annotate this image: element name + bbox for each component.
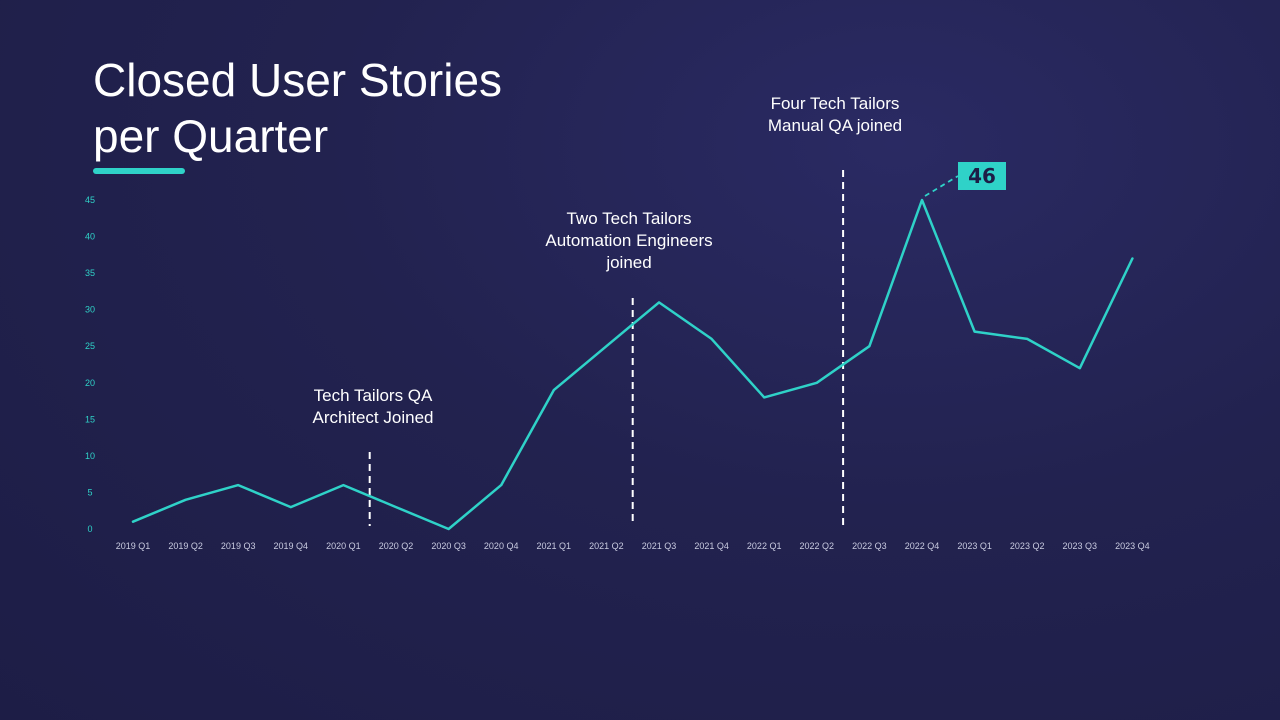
annotation-automation-engineers-line-1: Two Tech Tailors bbox=[566, 209, 692, 228]
annotation-manual-qa-line-1: Four Tech Tailors bbox=[770, 94, 900, 113]
x-tick-label: 2022 Q2 bbox=[800, 541, 835, 551]
y-tick-label: 40 bbox=[85, 232, 95, 242]
y-tick-label: 0 bbox=[87, 524, 92, 534]
x-tick-label: 2019 Q1 bbox=[116, 541, 151, 551]
x-tick-label: 2020 Q3 bbox=[431, 541, 466, 551]
annotation-automation-engineers-line-2: Automation Engineers bbox=[545, 231, 713, 250]
title-underline bbox=[93, 168, 185, 174]
y-tick-label: 25 bbox=[85, 341, 95, 351]
y-tick-label: 10 bbox=[85, 451, 95, 461]
y-tick-label: 15 bbox=[85, 414, 95, 424]
marker-layer bbox=[368, 170, 845, 526]
x-tick-label: 2023 Q2 bbox=[1010, 541, 1045, 551]
annotation-manual-qa: Four Tech Tailors Manual QA joined bbox=[768, 93, 902, 137]
x-tick-label: 2023 Q3 bbox=[1063, 541, 1098, 551]
series-layer bbox=[131, 198, 1134, 531]
x-tick-label: 2021 Q2 bbox=[589, 541, 624, 551]
annotation-manual-qa-line-2: Manual QA joined bbox=[767, 116, 903, 135]
x-tick-label: 2022 Q3 bbox=[852, 541, 887, 551]
title-line-1: Closed User Stories bbox=[93, 54, 503, 106]
x-tick-label: 2023 Q4 bbox=[1115, 541, 1150, 551]
x-tick-label: 2022 Q4 bbox=[905, 541, 940, 551]
annotation-automation-engineers: Two Tech Tailors Automation Engineers jo… bbox=[545, 208, 712, 274]
x-tick-label: 2021 Q3 bbox=[642, 541, 677, 551]
page-title: Closed User Stories per Quarter bbox=[93, 52, 613, 164]
annotation-qa-architect-line-1: Tech Tailors QA bbox=[313, 386, 433, 405]
x-tick-label: 2022 Q1 bbox=[747, 541, 782, 551]
y-tick-label: 5 bbox=[87, 487, 92, 497]
y-tick-label: 35 bbox=[85, 268, 95, 278]
x-axis: 2019 Q1 2019 Q2 2019 Q3 2019 Q4 2020 Q1 2020 … bbox=[116, 541, 1150, 551]
x-tick-label: 2019 Q3 bbox=[221, 541, 256, 551]
x-tick-label: 2021 Q4 bbox=[694, 541, 729, 551]
x-tick-label: 2020 Q2 bbox=[379, 541, 414, 551]
annotation-qa-architect-line-2: Architect Joined bbox=[312, 408, 434, 427]
data-label-leader bbox=[924, 175, 959, 197]
y-tick-label: 30 bbox=[85, 305, 95, 315]
x-tick-label: 2020 Q1 bbox=[326, 541, 361, 551]
peak-data-label: 46 bbox=[958, 162, 1006, 190]
x-tick-label: 2019 Q2 bbox=[168, 541, 203, 551]
x-tick-label: 2023 Q1 bbox=[957, 541, 992, 551]
y-tick-label: 20 bbox=[85, 378, 95, 388]
annotation-automation-engineers-line-3: joined bbox=[606, 253, 652, 272]
data-label-layer bbox=[924, 175, 959, 197]
x-tick-label: 2020 Q4 bbox=[484, 541, 519, 551]
annotation-qa-architect: Tech Tailors QA Architect Joined bbox=[313, 385, 434, 429]
title-line-2: per Quarter bbox=[93, 110, 329, 162]
y-tick-label: 45 bbox=[85, 195, 95, 205]
x-tick-label: 2019 Q4 bbox=[274, 541, 309, 551]
x-tick-label: 2021 Q1 bbox=[537, 541, 572, 551]
y-axis: 0 5 10 15 20 25 30 35 40 45 bbox=[85, 195, 95, 534]
series-line bbox=[131, 198, 1134, 531]
